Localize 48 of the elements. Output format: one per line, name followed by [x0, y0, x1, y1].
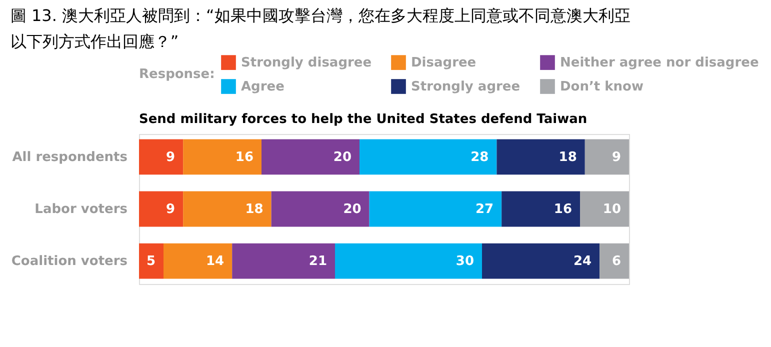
- chart-title: 圖 13. 澳大利亞人被問到：“如果中國攻擊台灣，您在多大程度上同意或不同意澳大利亞以下列方式作出回應？”: [10, 6, 630, 51]
- bar: [335, 243, 482, 279]
- y-tick-label: All respondents: [12, 150, 128, 165]
- data-label: 9: [612, 150, 621, 165]
- data-label: 20: [333, 150, 352, 165]
- data-label: 10: [602, 202, 621, 217]
- legend-label: Disagree: [411, 56, 476, 71]
- bar: [369, 191, 502, 227]
- legend-label: Strongly disagree: [241, 56, 372, 71]
- data-label: 5: [146, 254, 156, 270]
- bar: [139, 243, 164, 279]
- bar: [139, 139, 184, 175]
- bar: [482, 243, 600, 279]
- data-label: 18: [558, 150, 577, 165]
- legend-label: Strongly agree: [411, 80, 520, 94]
- bar: [232, 243, 335, 279]
- data-label: 21: [308, 254, 327, 270]
- bar: [580, 191, 629, 227]
- legend-label: Don’t know: [560, 80, 644, 94]
- bar: [496, 139, 585, 175]
- chart-subtitle: Send military forces to help the United States defend Taiwan: [139, 112, 588, 127]
- data-label: 9: [166, 202, 176, 217]
- legend-label: Neither agree nor disagree: [560, 56, 759, 71]
- data-label: 6: [612, 254, 621, 270]
- bar: [139, 191, 184, 227]
- data-label: 27: [476, 202, 494, 217]
- bar: [360, 139, 497, 175]
- bar: [502, 191, 580, 227]
- data-label: 16: [235, 150, 254, 165]
- bar: [183, 139, 262, 175]
- data-label: 18: [245, 202, 264, 217]
- bar: [584, 139, 629, 175]
- data-label: 24: [574, 254, 592, 270]
- data-label: 16: [554, 202, 572, 217]
- bar: [164, 243, 232, 279]
- legend-title: Response:: [139, 67, 215, 82]
- y-tick-label: Coalition voters: [11, 254, 128, 270]
- data-label: 28: [470, 150, 489, 165]
- data-label: 14: [206, 254, 224, 270]
- data-label: 9: [166, 150, 176, 165]
- data-label: 30: [456, 254, 474, 270]
- legend-label: Agree: [241, 80, 285, 94]
- bar: [271, 191, 370, 227]
- y-tick-label: Labor voters: [34, 202, 128, 217]
- bar: [262, 139, 360, 175]
- bar: [600, 243, 629, 279]
- bar: [183, 191, 272, 227]
- data-label: 20: [343, 202, 362, 217]
